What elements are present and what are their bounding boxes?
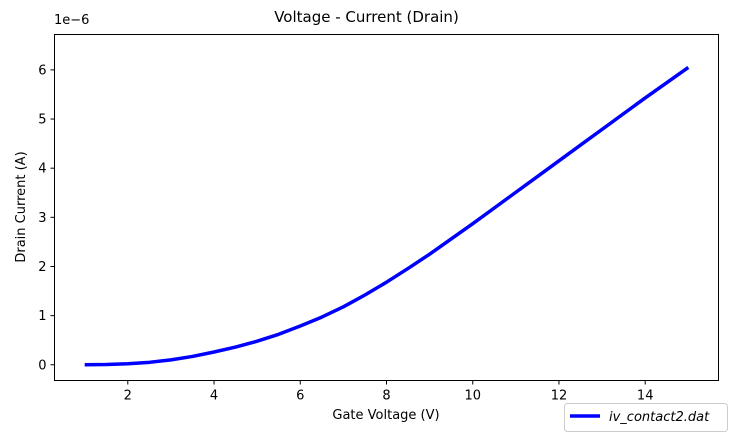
legend: iv_contact2.dat [564, 403, 728, 432]
y-axis-offset-label: 1e−6 [54, 13, 89, 28]
legend-box [564, 403, 728, 432]
x-tick-label: 8 [382, 389, 390, 404]
y-tick-label: 2 [38, 260, 46, 275]
y-tick-label: 1 [38, 309, 46, 324]
x-axis-ticks: 2 4 6 8 10 12 14 [124, 380, 654, 404]
chart-title: Voltage - Current (Drain) [274, 8, 459, 26]
legend-entry-label: iv_contact2.dat [609, 410, 710, 425]
y-axis-ticks: 0 1 2 3 4 5 6 [38, 63, 55, 373]
plot-area-frame [54, 34, 719, 381]
y-tick-label: 6 [38, 63, 46, 78]
x-tick-label: 14 [637, 389, 654, 404]
x-tick-label: 4 [210, 389, 218, 404]
series-layer [84, 66, 690, 367]
x-tick-label: 12 [551, 389, 568, 404]
y-tick-label: 3 [38, 211, 46, 226]
y-tick-label: 4 [38, 162, 46, 177]
x-tick-label: 10 [464, 389, 481, 404]
x-tick-label: 6 [296, 389, 304, 404]
x-tick-label: 2 [124, 389, 132, 404]
y-tick-label: 5 [38, 113, 46, 128]
y-tick-label: 0 [38, 358, 46, 373]
x-axis-label: Gate Voltage (V) [332, 408, 439, 423]
series-line-0 [84, 66, 690, 367]
y-axis-label: Drain Current (A) [14, 151, 29, 262]
